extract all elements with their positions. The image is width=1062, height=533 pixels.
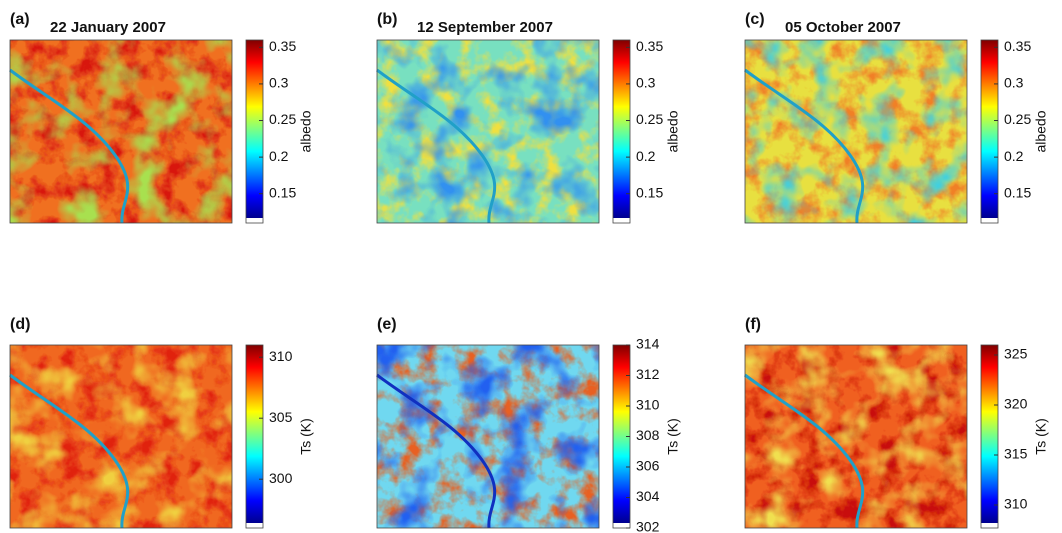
colorbar (246, 40, 263, 218)
colorbar-tick-label: 312 (636, 366, 660, 382)
colorbar-tick-label: 0.25 (1004, 111, 1031, 127)
river (744, 373, 865, 529)
colorbar-frame (245, 344, 264, 529)
colorbar-tick-label: 314 (636, 336, 660, 352)
colorbar-tick-label: 302 (636, 519, 660, 533)
colorbar-frame (245, 39, 264, 224)
colorbar-label: albedo (298, 110, 314, 152)
colorbar (613, 40, 630, 218)
map-frame (744, 344, 968, 529)
colorbar (981, 40, 998, 218)
colorbar-frame (980, 344, 999, 529)
map-texture (377, 345, 599, 528)
panel-label: (e) (377, 316, 397, 333)
panel-label: (c) (745, 11, 765, 28)
colorbar-label: albedo (665, 110, 681, 152)
colorbar-label: Ts (K) (665, 418, 681, 455)
colorbar-tick-label: 0.2 (636, 148, 656, 164)
colorbar-tick-label: 305 (269, 409, 293, 425)
colorbar-tick-label: 315 (1004, 446, 1028, 462)
colorbar-tick-label: 0.35 (636, 38, 663, 54)
map-frame (9, 344, 233, 529)
colorbar-tick-label: 0.2 (269, 148, 289, 164)
map-texture (10, 40, 232, 223)
colorbar-tick-label: 325 (1004, 346, 1028, 362)
colorbar-tick-label: 304 (636, 488, 660, 504)
colorbar-tick-label: 320 (1004, 396, 1028, 412)
colorbar-tick-label: 0.3 (269, 75, 289, 91)
colorbar-tick-label: 0.35 (269, 38, 296, 54)
colorbar-tick-label: 0.25 (636, 111, 663, 127)
river (9, 373, 130, 529)
map-frame (744, 39, 968, 224)
map-texture (745, 40, 967, 223)
panel-title: 22 January 2007 (50, 19, 166, 36)
river (9, 68, 130, 224)
colorbar-label: albedo (1033, 110, 1049, 152)
map-frame (376, 344, 600, 529)
panel-label: (a) (10, 11, 30, 28)
colorbar-label: Ts (K) (298, 418, 314, 455)
colorbar-tick-label: 0.15 (269, 184, 296, 200)
map-texture (377, 40, 599, 223)
colorbar-tick-label: 310 (1004, 496, 1028, 512)
colorbar-tick-label: 0.3 (1004, 75, 1024, 91)
river (744, 68, 865, 224)
colorbar-tick-label: 0.25 (269, 111, 296, 127)
colorbar-tick-label: 310 (269, 348, 293, 364)
colorbar-label: Ts (K) (1033, 418, 1049, 455)
colorbar (246, 345, 263, 523)
map-texture (745, 345, 967, 528)
colorbar (613, 345, 630, 523)
panel-label: (f) (745, 316, 761, 333)
colorbar-tick-label: 0.15 (1004, 184, 1031, 200)
colorbar-tick-label: 306 (636, 458, 660, 474)
colorbar-tick-label: 0.3 (636, 75, 656, 91)
panel-title: 12 September 2007 (417, 19, 553, 36)
colorbar (981, 345, 998, 523)
panel-label: (b) (377, 11, 397, 28)
map-frame (376, 39, 600, 224)
map-frame (9, 39, 233, 224)
river (376, 373, 497, 529)
panel-title: 05 October 2007 (785, 19, 901, 36)
panel-label: (d) (10, 316, 30, 333)
colorbar-tick-label: 308 (636, 427, 660, 443)
colorbar-tick-label: 0.35 (1004, 38, 1031, 54)
colorbar-tick-label: 0.15 (636, 184, 663, 200)
river (376, 68, 497, 224)
map-texture (10, 345, 232, 528)
colorbar-frame (980, 39, 999, 224)
colorbar-frame (612, 39, 631, 224)
colorbar-tick-label: 300 (269, 470, 293, 486)
colorbar-tick-label: 310 (636, 397, 660, 413)
colorbar-tick-label: 0.2 (1004, 148, 1024, 164)
